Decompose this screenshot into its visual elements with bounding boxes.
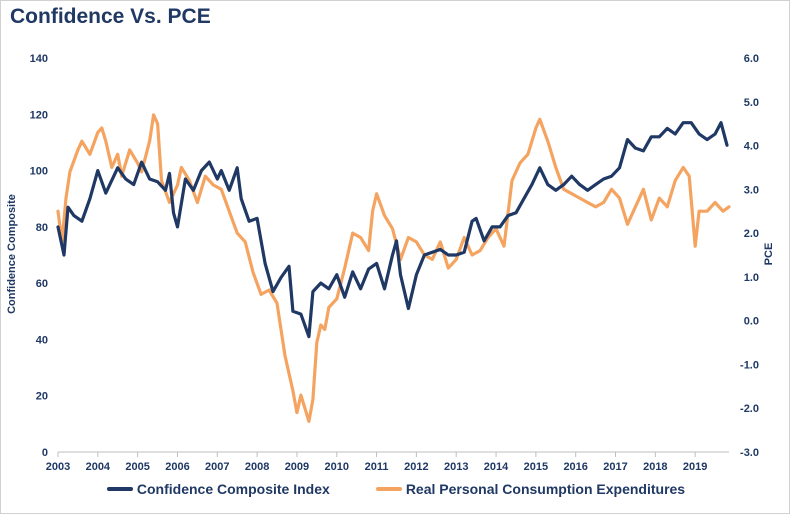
x-tick-label: 2011 xyxy=(365,461,389,473)
y-left-tick-label: 60 xyxy=(36,278,48,290)
y-left-tick-label: 80 xyxy=(36,222,48,234)
y-left-tick-label: 0 xyxy=(42,447,48,459)
y-left-tick-label: 120 xyxy=(30,109,48,121)
legend-swatch-confidence xyxy=(106,487,133,491)
x-tick-label: 2003 xyxy=(46,461,70,473)
legend-label-confidence: Confidence Composite Index xyxy=(136,481,330,497)
x-tick-label: 2019 xyxy=(683,461,707,473)
chart-frame: Confidence Vs. PCE 2003 2004 2005 2006 2007 2… xyxy=(0,0,790,514)
x-tick-label: 2017 xyxy=(603,461,627,473)
y-right-tick-label: 2.0 xyxy=(744,228,759,240)
legend-item-pce: Real Personal Consumption Expenditures xyxy=(375,481,686,497)
y-left-tick-label: 100 xyxy=(30,166,48,178)
x-tick-label: 2018 xyxy=(643,461,667,473)
x-tick-label: 2015 xyxy=(524,461,548,473)
legend-item-confidence: Confidence Composite Index xyxy=(106,481,330,497)
y-axis-right-label: PCE xyxy=(763,243,775,266)
series-line-pce xyxy=(56,113,731,423)
x-tick-label: 2005 xyxy=(125,461,149,473)
y-right-tick-label: -1.0 xyxy=(740,359,759,371)
x-tick-label: 2004 xyxy=(86,461,111,473)
x-tick-label: 2010 xyxy=(325,461,349,473)
y-right-tick-label: 0.0 xyxy=(744,316,759,328)
y-right-tick-label: -2.0 xyxy=(740,403,759,415)
x-tick-label: 2008 xyxy=(245,461,269,473)
x-tick-label: 2014 xyxy=(484,461,509,473)
y-right-tick-label: -3.0 xyxy=(740,447,759,459)
y-right-tick-label: 5.0 xyxy=(744,97,759,109)
legend-swatch-pce xyxy=(375,487,402,491)
y-left-tick-label: 20 xyxy=(36,391,48,403)
x-tick-label: 2009 xyxy=(285,461,309,473)
x-tick-label: 2012 xyxy=(404,461,428,473)
y-left-tick-label: 40 xyxy=(36,334,48,346)
y-right-tick-label: 4.0 xyxy=(744,141,759,153)
y-right-tick-label: 6.0 xyxy=(744,53,759,65)
chart-legend: Confidence Composite Index Real Personal… xyxy=(1,481,791,497)
y-right-tick-label: 1.0 xyxy=(744,272,759,284)
legend-label-pce: Real Personal Consumption Expenditures xyxy=(405,481,686,497)
chart-plot: 2003 2004 2005 2006 2007 2008 2009 2010 2011 2012… xyxy=(6,53,775,473)
x-tick-label: 2006 xyxy=(165,461,189,473)
x-tick-label: 2007 xyxy=(205,461,229,473)
x-tick-label: 2013 xyxy=(444,461,468,473)
y-right-tick-label: 3.0 xyxy=(744,184,759,196)
x-tick-label: 2016 xyxy=(563,461,587,473)
y-axis-left-label: Confidence Composite xyxy=(6,194,18,314)
chart-title: Confidence Vs. PCE xyxy=(10,5,211,28)
y-left-tick-label: 140 xyxy=(30,53,48,65)
series-line-confidence xyxy=(56,121,729,339)
